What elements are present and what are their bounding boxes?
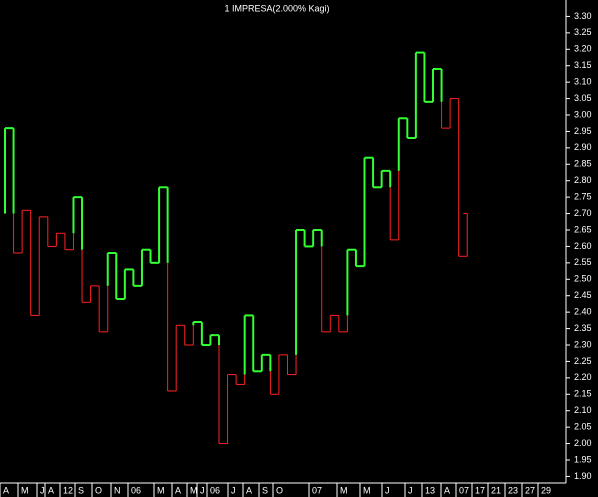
x-tick-label: 07 [312, 485, 322, 495]
x-tick-label: J [408, 485, 413, 495]
y-tick-label: 3.25 [574, 27, 592, 37]
x-tick-label: 29 [541, 485, 551, 495]
y-tick-label: 3.00 [574, 109, 592, 119]
y-tick-label: 2.40 [574, 307, 592, 317]
y-tick-label: 2.05 [574, 422, 592, 432]
x-tick-label: A [3, 485, 9, 495]
chart-title: 1 IMPRESA(2.000% Kagi) [224, 3, 329, 13]
x-tick-label: J [200, 485, 205, 495]
x-tick-label: M [340, 485, 348, 495]
x-tick-label: 06 [210, 485, 220, 495]
y-tick-label: 3.10 [574, 77, 592, 87]
x-tick-label: A [48, 485, 54, 495]
y-tick-label: 2.75 [574, 192, 592, 202]
x-tick-label: J [385, 485, 390, 495]
y-tick-label: 2.85 [574, 159, 592, 169]
x-tick-label: A [175, 485, 181, 495]
y-tick-label: 2.55 [574, 257, 592, 267]
x-tick-label: 23 [508, 485, 518, 495]
y-tick-label: 3.30 [574, 11, 592, 21]
y-tick-label: 2.65 [574, 224, 592, 234]
x-tick-label: O [276, 485, 283, 495]
x-tick-label: S [262, 485, 268, 495]
y-tick-label: 2.50 [574, 274, 592, 284]
y-tick-label: 3.20 [574, 44, 592, 54]
x-tick-label: M [190, 485, 198, 495]
y-tick-label: 2.15 [574, 389, 592, 399]
x-tick-label: 06 [131, 485, 141, 495]
x-tick-label: M [363, 485, 371, 495]
x-tick-label: J [40, 485, 45, 495]
x-tick-label: 13 [425, 485, 435, 495]
y-tick-label: 2.25 [574, 356, 592, 366]
x-tick-label: 12 [63, 485, 73, 495]
y-tick-label: 2.35 [574, 323, 592, 333]
y-tick-label: 2.30 [574, 339, 592, 349]
x-tick-label: 21 [491, 485, 501, 495]
y-tick-label: 2.20 [574, 372, 592, 382]
y-tick-label: 2.70 [574, 208, 592, 218]
x-tick-label: 17 [475, 485, 485, 495]
x-tick-label: S [78, 485, 84, 495]
x-tick-label: O [95, 485, 102, 495]
y-tick-label: 2.00 [574, 438, 592, 448]
x-tick-label: 27 [525, 485, 535, 495]
y-tick-label: 2.80 [574, 175, 592, 185]
x-tick-label: M [157, 485, 165, 495]
x-tick-label: J [231, 485, 236, 495]
y-tick-label: 3.15 [574, 60, 592, 70]
y-tick-label: 2.10 [574, 405, 592, 415]
y-tick-label: 2.90 [574, 142, 592, 152]
y-tick-label: 1.95 [574, 454, 592, 464]
y-tick-label: 3.05 [574, 93, 592, 103]
y-tick-label: 2.60 [574, 241, 592, 251]
x-tick-label: N [114, 485, 121, 495]
x-tick-label: A [246, 485, 252, 495]
x-tick-label: M [21, 485, 29, 495]
x-tick-label: A [444, 485, 450, 495]
y-tick-label: 2.45 [574, 290, 592, 300]
x-tick-label: 07 [459, 485, 469, 495]
y-tick-label: 1.90 [574, 471, 592, 481]
y-tick-label: 2.95 [574, 126, 592, 136]
